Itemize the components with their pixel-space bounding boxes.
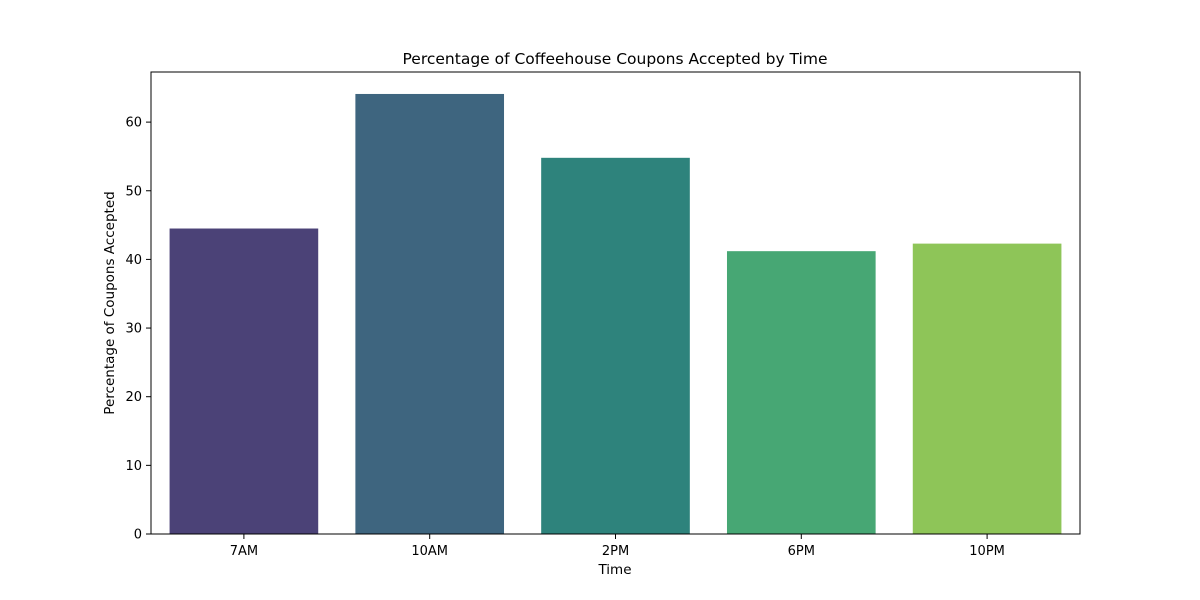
x-axis-label: Time [597,562,631,578]
bar-10pm [912,243,1062,534]
x-tick-label: 7AM [230,544,258,559]
y-tick-label: 10 [125,459,142,474]
x-tick-label: 2PM [602,544,629,559]
x-tick-label: 10AM [411,544,448,559]
y-tick-label: 30 [125,322,142,337]
y-tick-label: 50 [125,184,142,199]
y-tick-label: 0 [134,528,142,543]
bar-6pm [726,251,876,534]
bar-10am [355,93,505,534]
y-axis-label: Percentage of Coupons Accepted [102,191,118,414]
bar-7am [169,228,319,534]
y-axis-ticks: 0 10 20 30 40 50 60 [125,116,151,543]
x-tick-label: 6PM [788,544,815,559]
y-tick-label: 20 [125,390,142,405]
plot-frame [150,71,1081,535]
x-tick-label: 10PM [969,544,1005,559]
x-axis-ticks: 7AM 10AM 2PM 6PM 10PM [230,534,1005,559]
y-tick-label: 60 [125,116,142,131]
bar-2pm [541,157,690,534]
bars-group [169,93,1062,534]
y-tick-label: 40 [125,253,142,268]
chart-title: Percentage of Coffeehouse Coupons Accept… [403,50,828,68]
